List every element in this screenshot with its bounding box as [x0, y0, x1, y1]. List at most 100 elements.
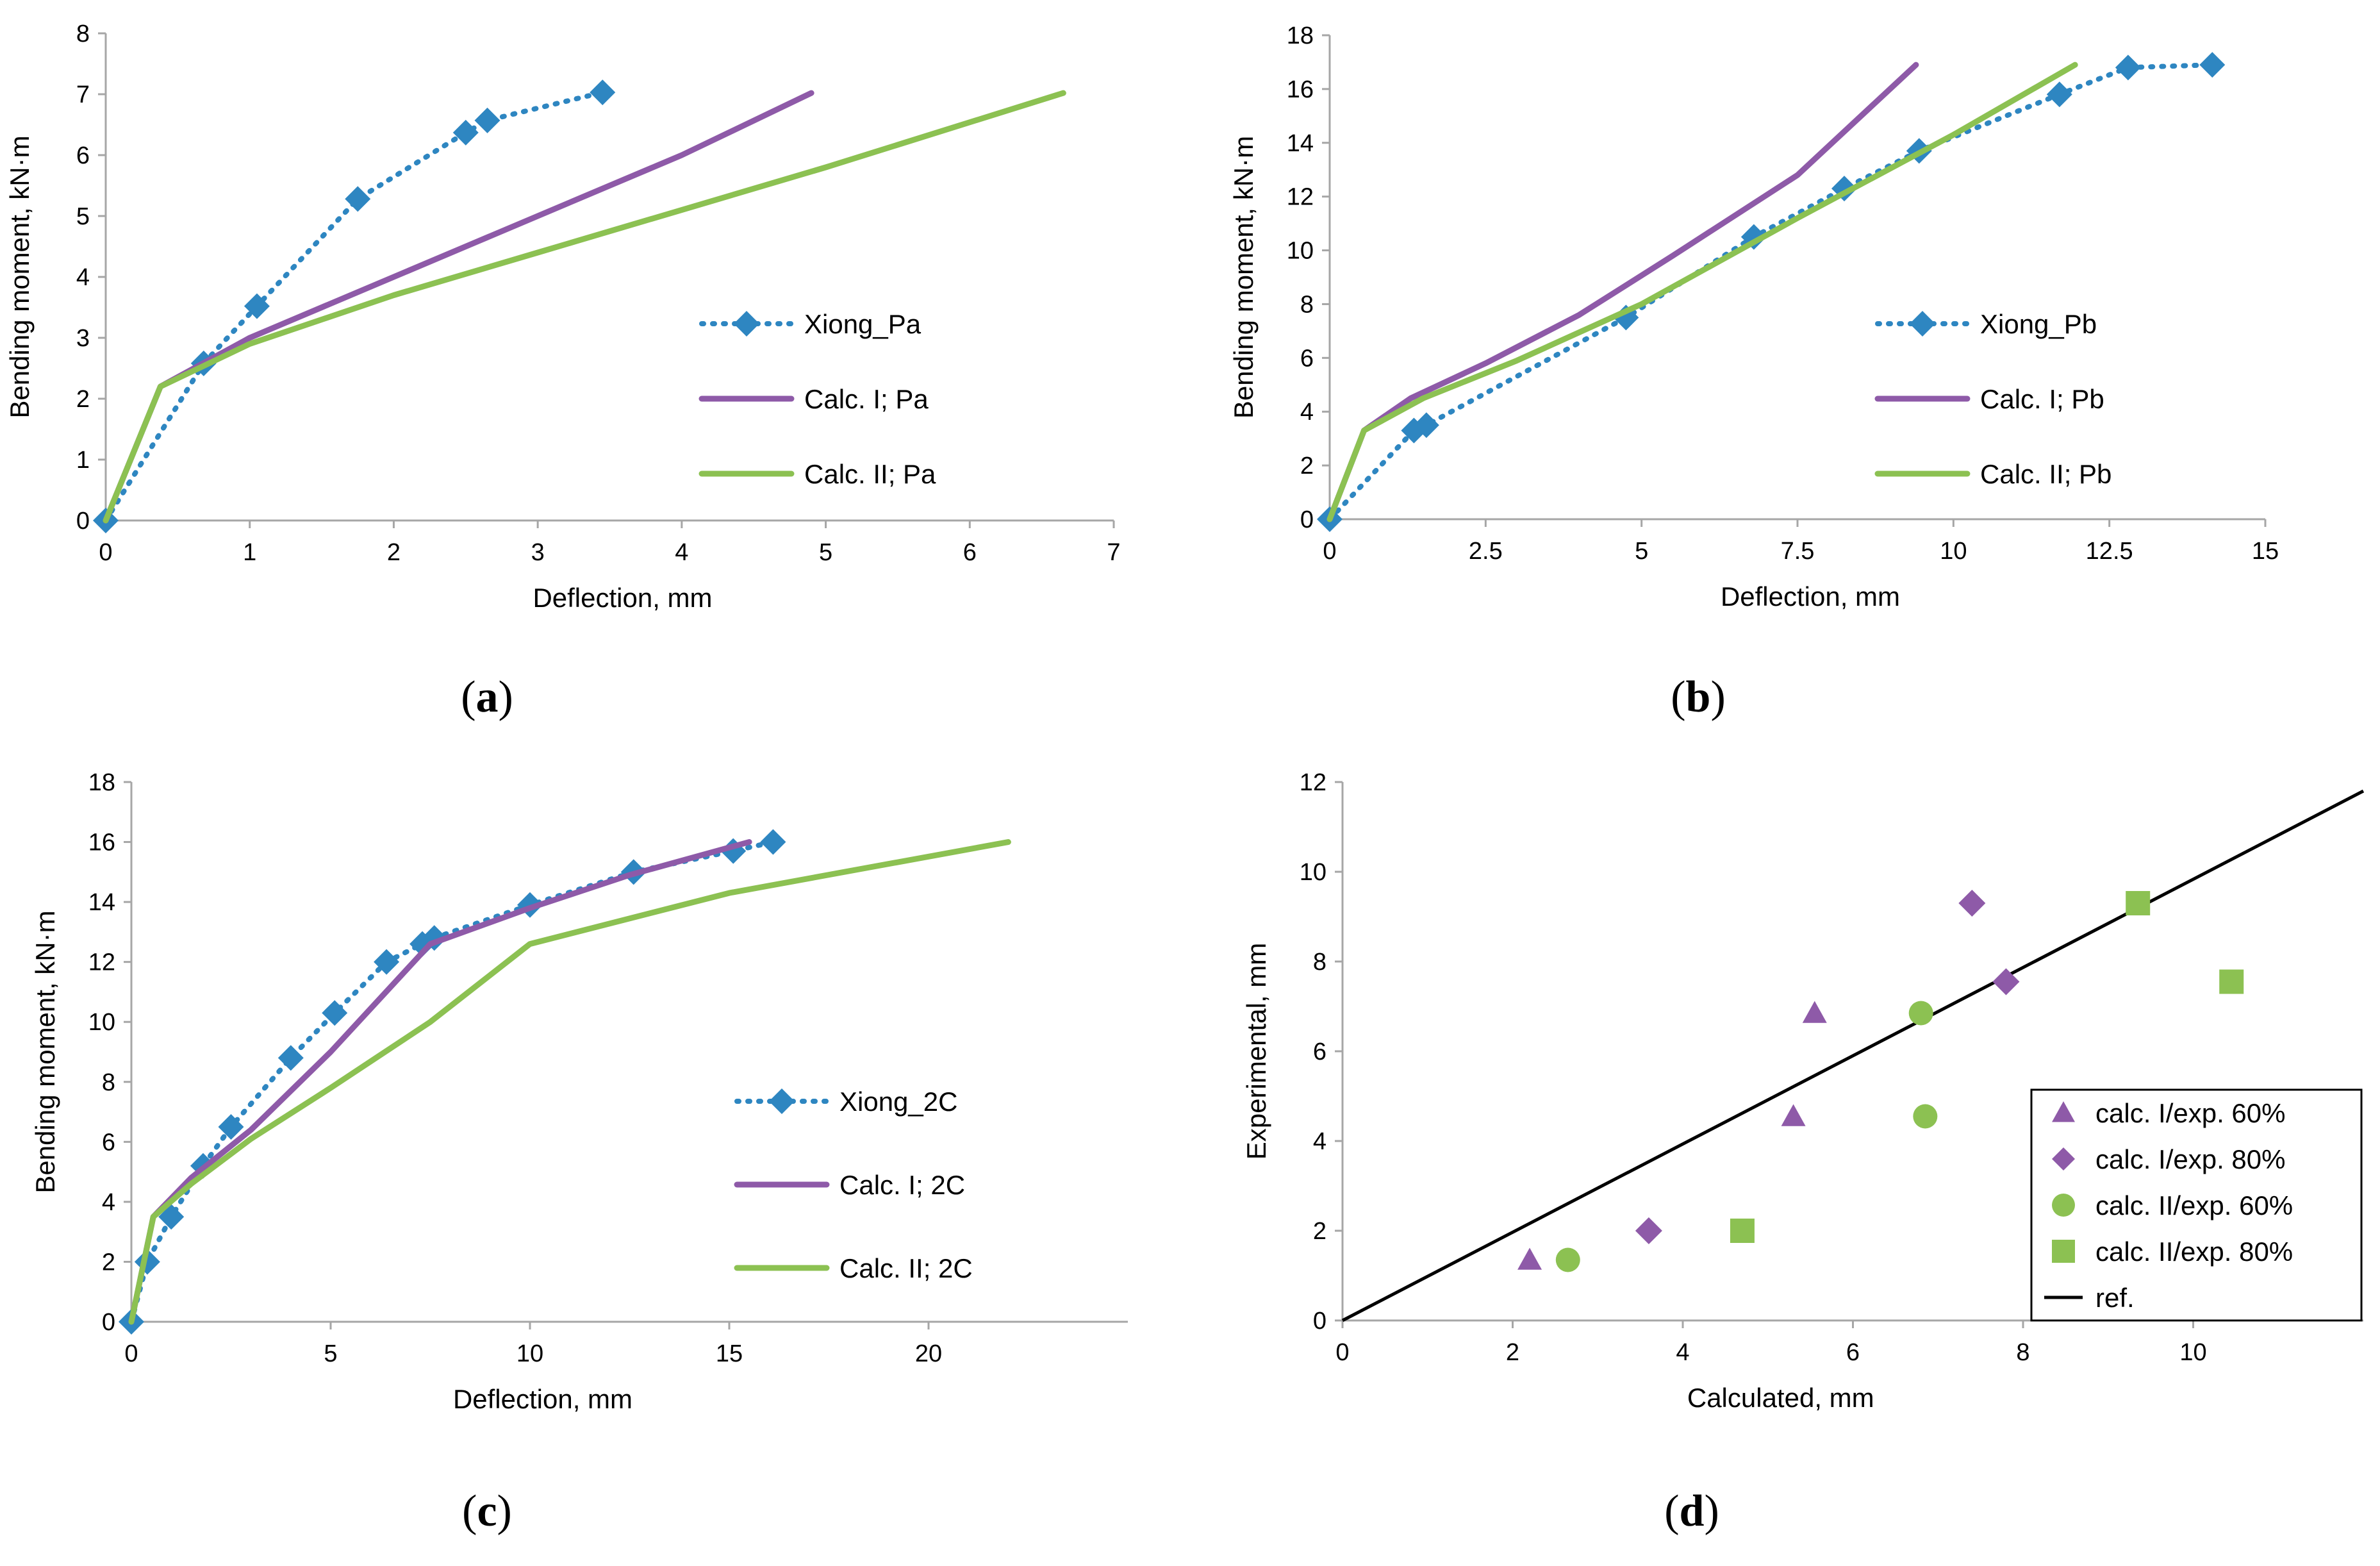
y-tick-label: 18 [88, 769, 115, 796]
x-tick-label: 12.5 [2086, 538, 2133, 565]
series-line-2 [128, 839, 1011, 1325]
x-tick-label: 0 [1323, 538, 1336, 565]
x-tick-label: 2 [1506, 1339, 1519, 1366]
y-tick-label: 8 [1300, 291, 1314, 318]
legend-box [2030, 1088, 2363, 1322]
series-line-2 [1326, 62, 2078, 522]
x-tick-label: 6 [1846, 1339, 1860, 1366]
chart-panel-a: 0 1 2 3 4 5 6 7 0 1 2 3 4 5 6 7 8 Deflection, mm Bending m… [4, 21, 1121, 722]
x-tick-label: 15 [2252, 538, 2279, 565]
panel-label: (a) [461, 672, 513, 722]
y-tick-label: 10 [1287, 238, 1314, 265]
x-tick-label: 0 [99, 539, 112, 566]
data-point [452, 119, 479, 146]
data-point [1908, 1001, 1933, 1026]
legend-label: calc. II/exp. 80% [2095, 1237, 2293, 1267]
legend-marker [734, 311, 759, 337]
legend-marker [2052, 1240, 2075, 1263]
y-tick-label: 4 [102, 1189, 115, 1216]
x-axis-title: Deflection, mm [453, 1384, 632, 1414]
y-tick-label: 14 [1287, 130, 1314, 157]
y-tick-label: 4 [1300, 399, 1314, 426]
legend-label: Calc. II; Pb [1980, 459, 2111, 489]
legend-label: Xiong_Pa [804, 309, 921, 339]
chart-panel-d: 0 2 4 6 8 10 0 2 4 6 8 10 12 Calculated, mm Experiment… [1241, 769, 2365, 1536]
y-axis-title: Bending moment, kN·m [4, 135, 35, 418]
series-line-0 [1327, 62, 2215, 522]
data-point [2126, 891, 2151, 915]
x-tick-label: 2 [387, 539, 401, 566]
data-point [345, 186, 371, 212]
x-tick-label: 4 [1676, 1339, 1689, 1366]
y-tick-label: 0 [1300, 506, 1314, 533]
legend-label: calc. II/exp. 60% [2095, 1190, 2293, 1220]
data-point [277, 1045, 304, 1071]
x-tick-label: 7 [1107, 539, 1120, 566]
x-tick-label: 5 [819, 539, 832, 566]
x-tick-label: 3 [531, 539, 545, 566]
data-point [1730, 1219, 1755, 1243]
y-tick-label: 10 [88, 1009, 115, 1036]
legend-label: Xiong_Pb [1980, 309, 2097, 339]
y-tick-label: 5 [76, 203, 90, 230]
legend-label: Calc. II; Pa [804, 459, 936, 489]
y-tick-label: 3 [76, 325, 90, 352]
data-point [474, 107, 500, 133]
panel-label: (c) [462, 1487, 512, 1536]
x-tick-label: 4 [675, 539, 688, 566]
legend-label: Calc. I; 2C [839, 1170, 965, 1200]
x-axis-title: Calculated, mm [1687, 1383, 1874, 1413]
y-axis-title: Experimental, mm [1241, 943, 1271, 1160]
legend-label: Xiong_2C [839, 1087, 957, 1117]
data-point [2046, 81, 2072, 108]
chart-panel-c: 0 5 10 15 20 0 2 4 6 8 10 12 14 16 18 Deflection, mm Ben… [30, 769, 1128, 1536]
legend-label: Calc. I; Pb [1980, 384, 2104, 414]
x-tick-label: 10 [516, 1340, 543, 1367]
legend-marker [769, 1088, 795, 1114]
x-axis-title: Deflection, mm [533, 583, 712, 613]
series-line-0 [129, 839, 776, 1324]
y-tick-label: 14 [88, 889, 115, 916]
x-tick-label: 0 [1335, 1339, 1349, 1366]
data-point [1802, 1001, 1827, 1023]
data-point [218, 1113, 244, 1140]
data-point [1413, 412, 1439, 438]
x-tick-label: 6 [963, 539, 977, 566]
chart-panel-b: 0 2.5 5 7.5 10 12.5 15 0 2 4 6 8 10 12 14 16 18 Deflectio… [1228, 22, 2279, 722]
data-point [1781, 1104, 1806, 1126]
y-tick-label: 12 [1287, 184, 1314, 211]
legend-marker [2052, 1194, 2075, 1217]
data-point [244, 293, 270, 319]
y-tick-label: 7 [76, 81, 90, 108]
y-tick-label: 2 [1300, 453, 1314, 479]
y-tick-label: 16 [1287, 76, 1314, 103]
data-point [322, 1000, 348, 1026]
x-tick-label: 20 [915, 1340, 942, 1367]
y-tick-label: 12 [1300, 769, 1326, 796]
legend-label: ref. [2095, 1283, 2135, 1313]
data-point [2219, 969, 2244, 994]
y-tick-label: 6 [102, 1129, 115, 1156]
x-tick-label: 7.5 [1781, 538, 1815, 565]
data-point [1517, 1247, 1542, 1270]
y-tick-label: 2 [1313, 1218, 1326, 1245]
y-tick-label: 16 [88, 829, 115, 856]
y-tick-label: 6 [1313, 1038, 1326, 1065]
y-tick-label: 1 [76, 447, 90, 474]
y-axis-title: Bending moment, kN·m [30, 910, 60, 1193]
y-axis-title: Bending moment, kN·m [1228, 136, 1259, 419]
data-point [1913, 1104, 1938, 1129]
data-point [374, 949, 400, 975]
legend-label: Calc. II; 2C [839, 1253, 973, 1283]
y-tick-label: 4 [76, 264, 90, 291]
data-point [1555, 1247, 1580, 1272]
x-tick-label: 1 [243, 539, 256, 566]
data-point [590, 79, 616, 106]
x-tick-label: 0 [124, 1340, 138, 1367]
series-line-2 [103, 90, 1066, 524]
x-tick-label: 10 [1940, 538, 1967, 565]
y-tick-label: 0 [1313, 1308, 1326, 1335]
data-point [1958, 890, 1986, 917]
y-tick-label: 8 [1313, 949, 1326, 976]
